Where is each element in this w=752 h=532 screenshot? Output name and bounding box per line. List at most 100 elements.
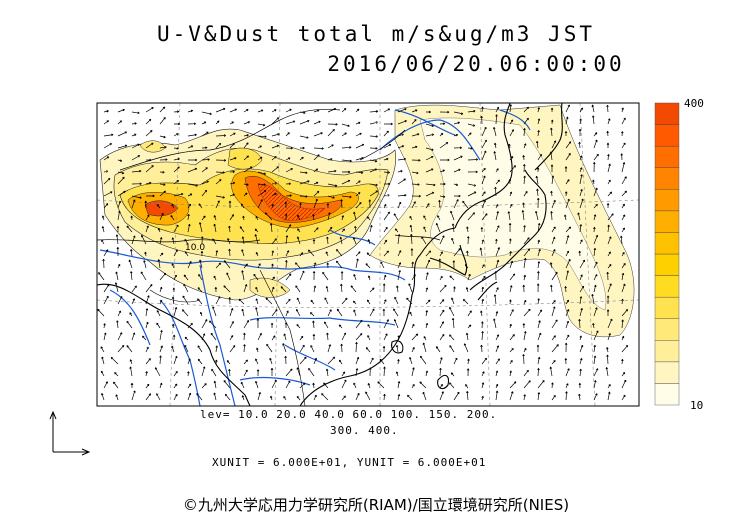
wind-arrow — [255, 286, 259, 293]
wind-arrow — [394, 296, 399, 305]
contour-levels-line1: lev= 10.0 20.0 40.0 60.0 100. 150. 200. — [200, 408, 498, 421]
wind-arrow — [187, 213, 190, 221]
wind-arrow — [324, 321, 329, 329]
wind-arrow — [103, 156, 110, 161]
wind-arrow — [579, 239, 583, 245]
wind-arrow — [383, 250, 389, 257]
wind-arrow — [201, 383, 207, 389]
wind-arrow — [383, 143, 392, 149]
wind-arrow — [439, 132, 444, 137]
wind-arrow — [184, 251, 189, 257]
wind-arrow — [453, 121, 460, 125]
wind-arrow — [126, 320, 133, 329]
wind-arrow — [493, 294, 497, 305]
wind-arrow — [159, 286, 163, 293]
wind-arrow — [227, 238, 231, 245]
wind-arrow — [449, 334, 455, 341]
wind-arrow — [593, 355, 597, 365]
wind-arrow — [453, 183, 459, 186]
wind-arrow — [327, 356, 336, 365]
wind-arrow — [579, 107, 584, 113]
wind-arrow — [257, 171, 267, 175]
wind-arrow — [257, 332, 262, 341]
wind-arrow — [551, 300, 556, 305]
wind-arrow — [197, 358, 203, 365]
wind-arrow — [453, 146, 462, 150]
wind-arrow — [551, 319, 558, 329]
wind-arrow — [243, 332, 246, 341]
wind-arrow — [197, 345, 203, 353]
wind-arrow — [341, 123, 350, 127]
wind-arrow — [382, 308, 386, 317]
wind-arrow — [422, 391, 427, 401]
wind-arrow — [257, 199, 263, 209]
wind-arrow — [369, 159, 378, 163]
wind-arrow — [411, 347, 415, 353]
wind-arrow — [198, 273, 203, 281]
wind-arrow — [117, 190, 126, 197]
wind-arrow — [565, 179, 570, 185]
wind-arrow — [173, 224, 179, 233]
wind-arrow — [285, 368, 293, 377]
wind-arrow — [523, 369, 529, 377]
wind-arrow — [209, 320, 217, 329]
wind-arrow — [103, 191, 113, 197]
wind-arrow — [453, 168, 461, 173]
wind-arrow — [564, 131, 568, 136]
wind-arrow — [145, 118, 152, 125]
wind-vectors — [97, 104, 629, 401]
wind-arrow — [201, 215, 206, 221]
wind-arrow — [131, 285, 137, 293]
wind-arrow — [453, 199, 459, 209]
wind-arrow — [537, 107, 540, 113]
wind-arrow — [131, 111, 140, 115]
wind-arrow — [607, 283, 612, 293]
wind-arrow — [355, 333, 363, 341]
wind-arrow — [409, 357, 413, 365]
wind-arrow — [171, 345, 175, 353]
wind-arrow — [523, 380, 531, 389]
wind-arrow — [229, 214, 234, 221]
wind-arrow — [593, 139, 598, 149]
wind-arrow — [285, 120, 296, 125]
wind-arrow — [551, 271, 558, 281]
wind-arrow — [215, 195, 225, 199]
wind-arrow — [453, 111, 464, 115]
wind-arrow — [325, 368, 329, 377]
wind-arrow — [313, 357, 317, 365]
wind-arrow — [228, 248, 231, 257]
wind-arrow — [327, 195, 335, 199]
wind-arrow — [326, 332, 329, 341]
wind-arrow — [187, 383, 192, 389]
wind-arrow — [340, 271, 344, 281]
wind-arrow — [243, 142, 249, 149]
wind-arrow — [159, 329, 163, 341]
wind-arrow — [296, 236, 301, 245]
wind-arrow — [224, 393, 231, 401]
wind-arrow — [117, 159, 123, 162]
wind-arrow — [551, 199, 556, 209]
wind-arrow — [593, 226, 596, 233]
wind-arrow — [397, 145, 405, 149]
wind-arrow — [324, 297, 329, 305]
wind-arrow — [508, 143, 511, 149]
wind-arrow — [271, 286, 275, 293]
wind-arrow — [327, 108, 337, 113]
wind-arrow — [425, 133, 435, 137]
wind-arrow — [341, 195, 352, 199]
wind-arrow — [579, 357, 583, 365]
wind-arrow — [578, 393, 581, 401]
wind-arrow — [564, 191, 568, 197]
wind-arrow — [425, 287, 429, 293]
wind-arrow — [422, 342, 427, 353]
wind-arrow — [495, 383, 499, 389]
wind-arrow — [425, 259, 431, 269]
wind-arrow — [579, 368, 582, 377]
colorbar-swatch — [654, 189, 680, 212]
wind-arrow — [156, 310, 161, 317]
wind-arrow — [243, 166, 253, 173]
wind-arrow — [605, 367, 609, 377]
wind-arrow — [285, 168, 293, 173]
wind-arrow — [509, 323, 512, 329]
